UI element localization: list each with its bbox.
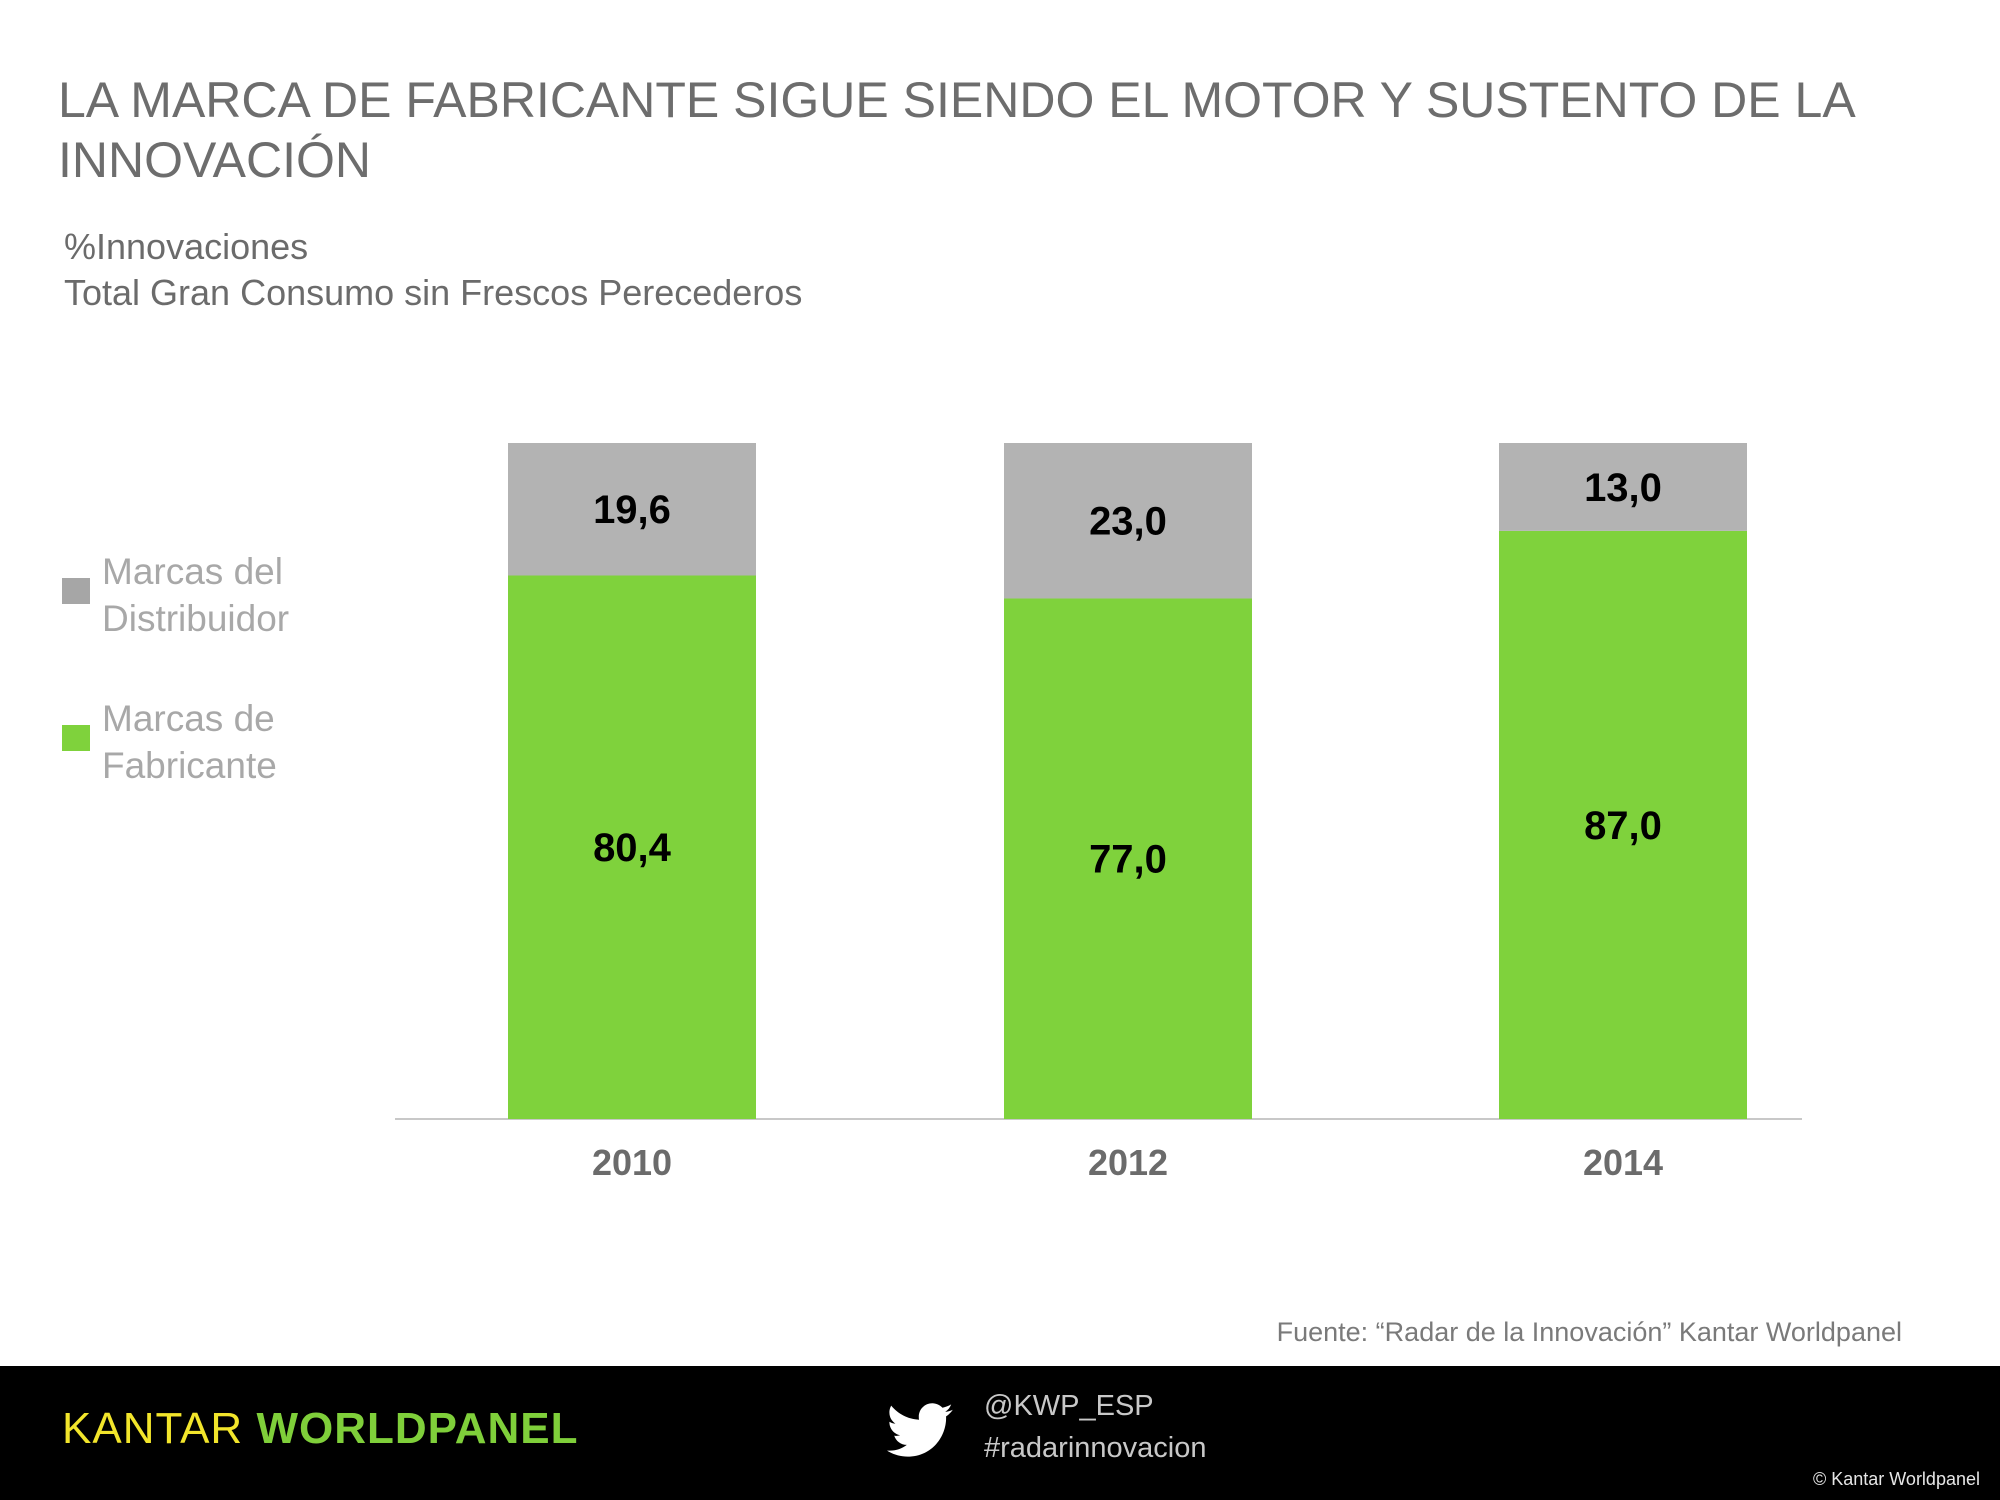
data-label-distribuidor-2014: 13,0 [1584, 466, 1662, 510]
x-tick-label-2012: 2012 [1088, 1142, 1168, 1183]
bar-distribuidor-2012 [1004, 443, 1252, 599]
subtitle-line-scope: Total Gran Consumo sin Frescos Pereceder… [64, 272, 803, 313]
kantar-worldpanel-logo: KANTAR WORLDPANEL [62, 1404, 579, 1453]
bar-fabricante-2012 [1004, 598, 1252, 1119]
footer-bar: KANTAR WORLDPANEL @KWP_ESP #radarinnovac… [0, 1366, 2000, 1500]
data-label-fabricante-2012: 77,0 [1089, 838, 1167, 882]
subtitle-line-metric: %Innovaciones [64, 226, 309, 267]
slide-title: LA MARCA DE FABRICANTE SIGUE SIENDO EL M… [58, 72, 1853, 188]
data-label-fabricante-2014: 87,0 [1584, 804, 1662, 848]
legend-swatch-distribuidor [62, 578, 90, 604]
x-tick-label-2010: 2010 [592, 1142, 672, 1183]
bar-distribuidor-2010 [508, 443, 756, 576]
copyright-note: © Kantar Worldpanel [1812, 1469, 1980, 1489]
chart-subtitle: %Innovaciones Total Gran Consumo sin Fre… [64, 224, 802, 316]
data-label-distribuidor-2010: 19,6 [593, 488, 671, 532]
legend-label-fabricante: Marcas de Fabricante [102, 698, 277, 786]
twitter-handle: @KWP_ESP [984, 1390, 1154, 1422]
hashtag: #radarinnovacion [984, 1432, 1207, 1464]
data-label-fabricante-2010: 80,4 [593, 826, 672, 870]
data-label-distribuidor-2012: 23,0 [1089, 500, 1167, 544]
legend-label-distribuidor: Marcas del Distribuidor [102, 551, 290, 639]
source-note: Fuente: “Radar de la Innovación” Kantar … [1276, 1317, 1902, 1347]
twitter-bird-icon [887, 1403, 953, 1457]
bar-fabricante-2010 [508, 575, 756, 1119]
x-tick-label-2014: 2014 [1583, 1142, 1663, 1183]
legend-swatch-fabricante [62, 725, 90, 751]
bar-fabricante-2014 [1499, 530, 1747, 1119]
stacked-bar-chart: 80,4 19,6 2010 77,0 23,0 2012 87,0 13,0 2014 [395, 443, 1802, 1183]
bar-distribuidor-2014 [1499, 443, 1747, 531]
